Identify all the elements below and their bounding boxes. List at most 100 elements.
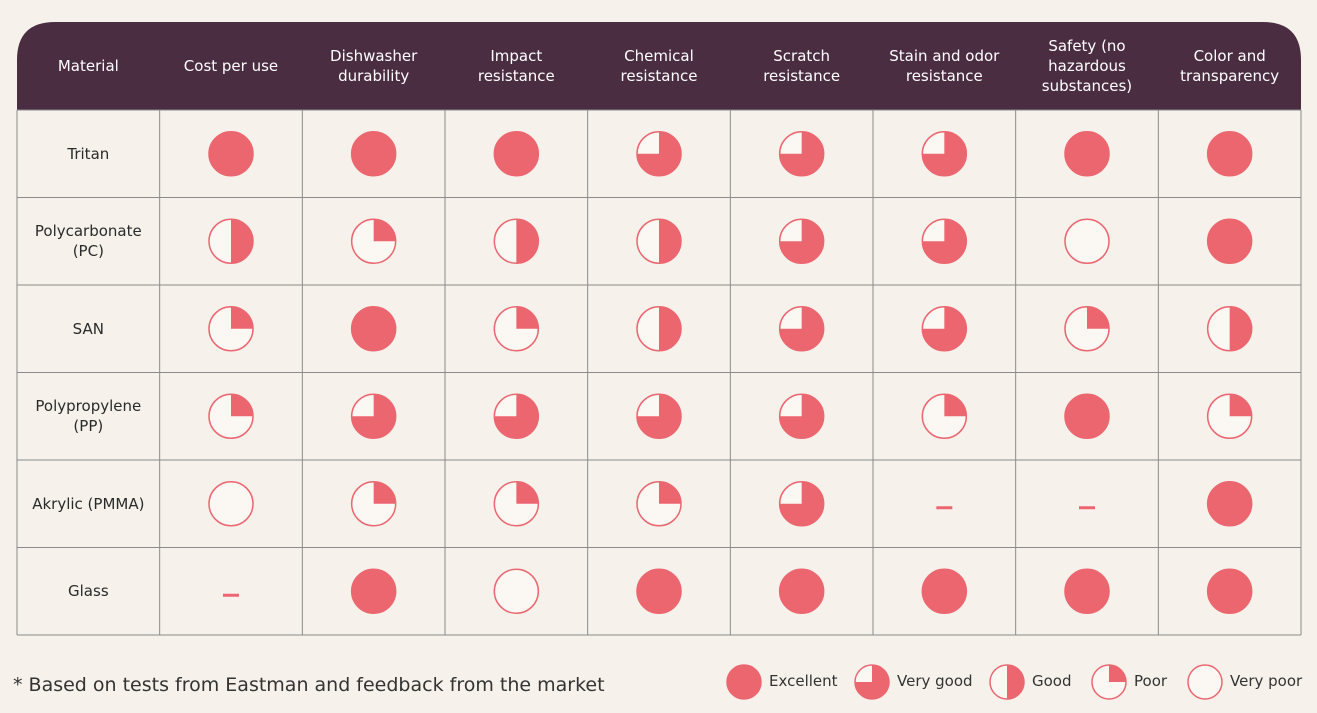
rating-ball bbox=[921, 306, 968, 352]
ball-outline bbox=[1064, 393, 1110, 439]
ball-outline bbox=[350, 568, 397, 614]
rating-ball bbox=[1206, 568, 1253, 614]
rating-ball bbox=[778, 481, 825, 527]
rating-ball bbox=[350, 131, 397, 177]
rating-ball bbox=[493, 568, 540, 614]
column-header: Material bbox=[57, 57, 119, 75]
material-name: Tritan bbox=[67, 144, 110, 163]
ball-outline bbox=[921, 568, 968, 614]
rating-ball bbox=[636, 218, 682, 264]
ball-outline bbox=[1206, 568, 1253, 614]
rating-ball bbox=[1064, 568, 1110, 614]
material-name: Akrylic (PMMA) bbox=[32, 494, 145, 513]
rating-ball bbox=[493, 131, 540, 177]
column-header: Impact resistance bbox=[477, 47, 555, 85]
ball-fill bbox=[1087, 306, 1109, 329]
column-header: Chemical resistance bbox=[620, 47, 698, 85]
ball-fill bbox=[659, 306, 681, 351]
rating-ball bbox=[350, 306, 397, 352]
ball-fill bbox=[351, 394, 396, 439]
rating-ball bbox=[208, 131, 254, 177]
rating-ball bbox=[921, 568, 968, 614]
rating-ball bbox=[350, 218, 397, 264]
ball-fill bbox=[1229, 394, 1252, 417]
rating-ball bbox=[1091, 664, 1127, 700]
ball-outline bbox=[1187, 664, 1223, 700]
ball-outline bbox=[1064, 218, 1110, 264]
legend-label: Excellent bbox=[769, 672, 838, 690]
rating-ball bbox=[921, 131, 968, 177]
ball-fill bbox=[922, 219, 967, 264]
column-header: Safety (no hazardous substances) bbox=[1041, 37, 1133, 95]
ball-fill bbox=[1007, 665, 1024, 699]
header-background bbox=[17, 22, 1301, 110]
rating-ball bbox=[778, 218, 825, 264]
ball-outline bbox=[208, 481, 254, 527]
rating-ball bbox=[989, 664, 1025, 700]
column-header: Cost per use bbox=[183, 57, 279, 75]
rating-ball bbox=[1206, 481, 1253, 527]
ball-fill bbox=[516, 306, 539, 329]
ball-outline bbox=[778, 568, 825, 614]
rating-ball bbox=[726, 664, 762, 700]
ball-fill bbox=[779, 219, 824, 264]
rating-ball bbox=[1064, 218, 1110, 264]
rating-ball bbox=[636, 568, 682, 614]
ball-outline bbox=[208, 131, 254, 177]
rating-ball bbox=[1064, 131, 1110, 177]
rating-ball bbox=[1206, 218, 1253, 264]
ball-outline bbox=[350, 131, 397, 177]
legend-label: Good bbox=[1032, 672, 1072, 690]
rating-ball bbox=[350, 393, 397, 439]
rating-ball bbox=[493, 218, 540, 264]
rating-ball bbox=[350, 481, 397, 527]
ball-fill bbox=[779, 481, 824, 526]
legend-label: Very poor bbox=[1230, 672, 1303, 690]
rating-ball bbox=[1206, 393, 1253, 439]
ball-outline bbox=[636, 568, 682, 614]
rating-ball bbox=[921, 393, 968, 439]
ball-fill bbox=[516, 481, 539, 504]
rating-ball bbox=[493, 481, 540, 527]
rating-ball bbox=[636, 131, 682, 177]
ball-fill bbox=[779, 394, 824, 439]
ball-fill bbox=[944, 394, 967, 417]
rating-ball bbox=[493, 306, 540, 352]
rating-ball bbox=[493, 393, 540, 439]
rating-ball bbox=[208, 393, 254, 439]
ball-outline bbox=[1206, 481, 1253, 527]
column-header: Stain and odor resistance bbox=[889, 47, 1000, 85]
rating-ball bbox=[1187, 664, 1223, 700]
ball-fill bbox=[659, 481, 681, 504]
ball-fill bbox=[779, 306, 824, 351]
ball-fill bbox=[922, 131, 967, 176]
ball-fill bbox=[659, 219, 681, 264]
rating-ball bbox=[778, 131, 825, 177]
rating-ball bbox=[636, 481, 682, 527]
rating-ball bbox=[1206, 306, 1253, 352]
ball-fill bbox=[637, 394, 681, 439]
ball-fill bbox=[494, 394, 539, 439]
material-name: Polypropylene (PP) bbox=[35, 397, 142, 436]
rating-ball bbox=[921, 218, 968, 264]
ball-fill bbox=[373, 481, 396, 504]
material-name: Polycarbonate (PC) bbox=[34, 222, 142, 261]
ball-outline bbox=[1064, 131, 1110, 177]
ball-fill bbox=[1229, 306, 1252, 351]
rating-ball bbox=[778, 393, 825, 439]
column-header: Dishwasher durability bbox=[330, 47, 418, 85]
ball-fill bbox=[1109, 665, 1126, 682]
ball-fill bbox=[373, 219, 396, 242]
ball-outline bbox=[350, 306, 397, 352]
material-name: SAN bbox=[72, 319, 104, 338]
ball-fill bbox=[855, 665, 889, 699]
ball-outline bbox=[1206, 131, 1253, 177]
ball-fill bbox=[231, 394, 253, 417]
rating-ball bbox=[1064, 306, 1110, 352]
rating-ball bbox=[208, 218, 254, 264]
rating-ball bbox=[636, 393, 682, 439]
ball-outline bbox=[1064, 568, 1110, 614]
column-header: Color and transparency bbox=[1180, 47, 1280, 85]
